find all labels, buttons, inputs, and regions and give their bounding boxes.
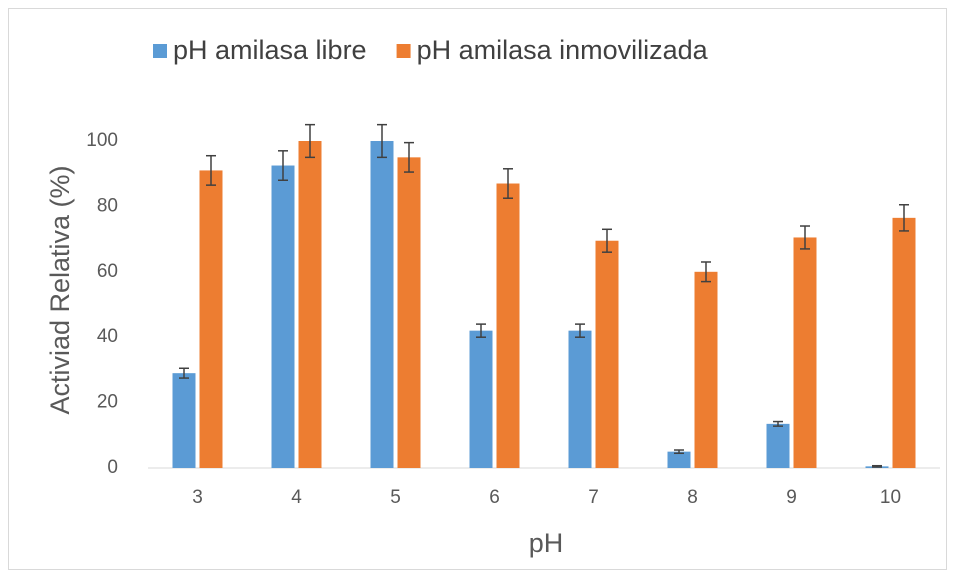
chart-frame [8,8,947,570]
error-bar [278,150,288,181]
error-bar [800,225,810,250]
bar [595,240,619,468]
y-tick-label: 80 [97,195,118,216]
bar [766,423,790,468]
bar [199,170,223,468]
error-bar [575,323,585,338]
error-bar [899,204,909,232]
bar [469,330,493,468]
bar [568,330,592,468]
y-tick-label: 100 [86,130,118,151]
legend-label: pH amilasa libre [173,35,367,65]
bar [667,451,691,468]
error-bar [701,261,711,283]
x-tick-label: 10 [880,487,901,508]
bar [172,373,196,468]
legend-label: pH amilasa inmovilizada [417,35,709,65]
bar [397,157,421,468]
error-bar [674,449,684,455]
y-tick-label: 20 [97,392,118,413]
x-tick-label: 7 [588,487,599,508]
error-bar [404,141,414,173]
x-axis-label: pH [529,528,564,558]
bar [694,271,718,468]
bar [496,183,520,468]
x-tick-label: 3 [192,487,203,508]
x-tick-label: 8 [687,487,698,508]
x-tick-label: 5 [390,487,401,508]
error-bar [773,420,783,427]
error-bar [872,464,882,468]
error-bar [503,168,513,199]
bar [370,141,394,468]
legend-swatch [396,44,411,58]
y-tick-label: 40 [97,326,118,347]
error-bar [602,228,612,253]
y-axis-label: Activiad Relativa (%) [45,165,75,414]
error-bar [206,154,216,186]
x-tick-label: 9 [786,487,797,508]
y-tick-label: 0 [107,457,118,478]
x-tick-label: 4 [291,487,302,508]
legend-swatch [153,44,167,58]
bar [298,141,322,468]
error-bar [179,367,189,379]
bar [793,237,817,468]
bar [271,165,295,468]
error-bar [305,123,315,159]
error-bar [377,123,387,159]
y-tick-label: 60 [97,261,118,282]
bar [892,217,916,468]
x-tick-label: 6 [489,487,500,508]
error-bar [476,323,486,338]
